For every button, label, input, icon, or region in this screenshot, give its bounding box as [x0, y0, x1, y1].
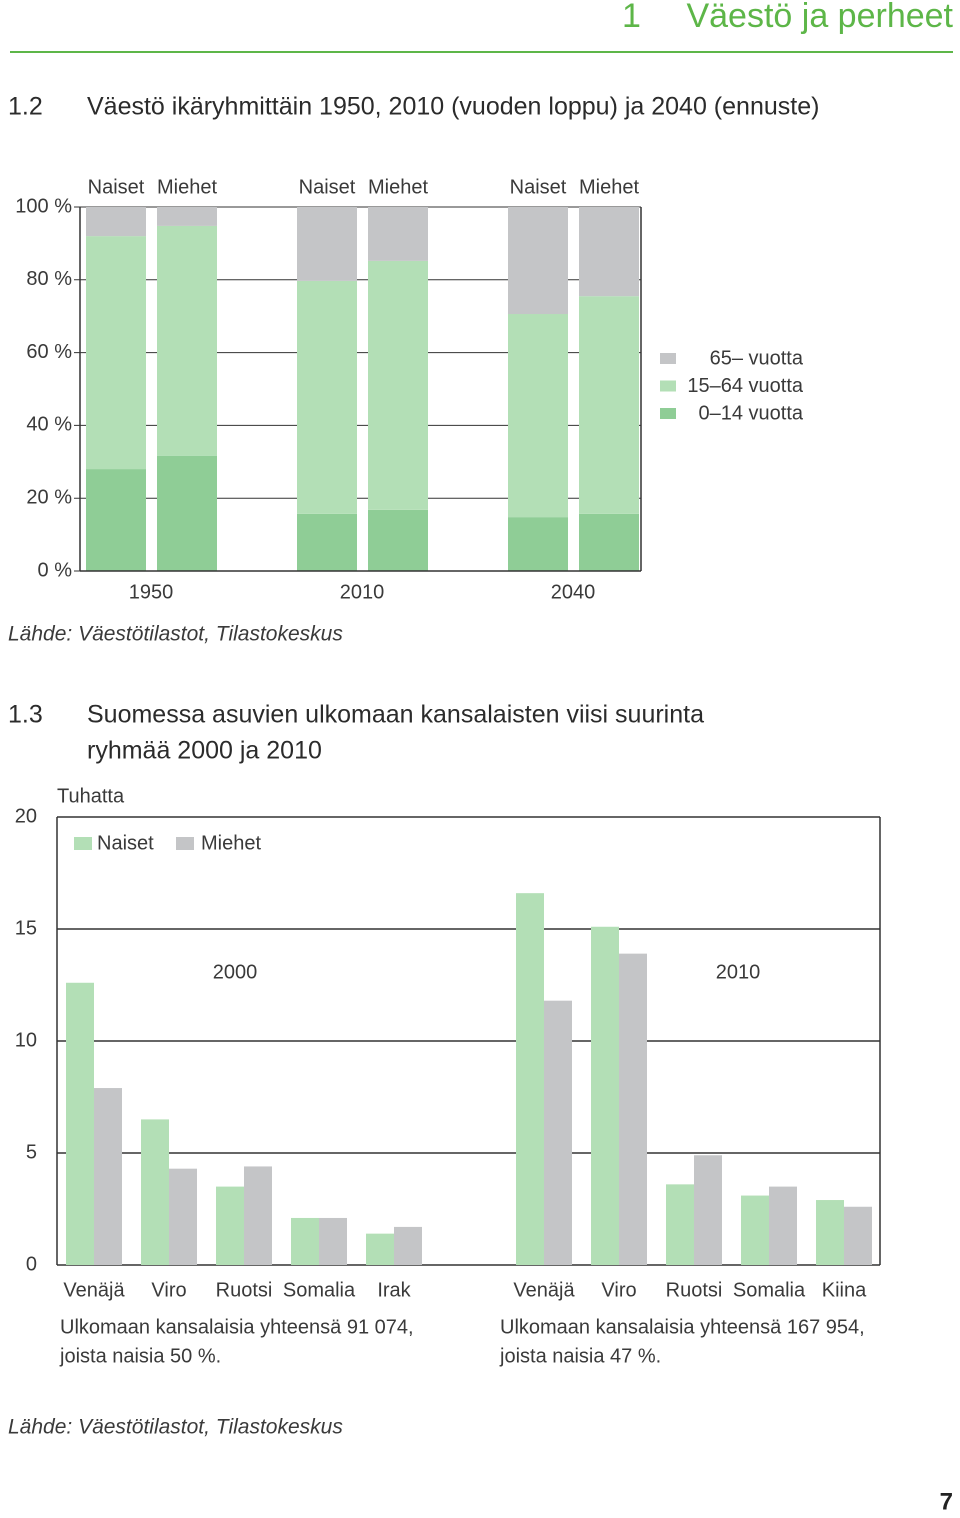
y-tick-label: 100 % [15, 195, 72, 217]
panel-note: joista naisia 47 %. [499, 1345, 661, 1367]
legend-swatch [660, 353, 676, 364]
bar-segment [368, 509, 428, 571]
y-tick-label: 15 [15, 917, 37, 939]
bar-segment [297, 207, 357, 281]
bar [544, 1000, 572, 1265]
bar-segment [508, 314, 568, 518]
chart-number: 1.2 [8, 93, 43, 121]
bar [394, 1226, 422, 1265]
bar [244, 1166, 272, 1265]
chart-title: Suomessa asuvien ulkomaan kansalaisten v… [87, 701, 704, 729]
y-tick-label: 0 % [38, 559, 73, 581]
category-label: Somalia [283, 1279, 356, 1301]
bar [66, 982, 94, 1265]
bar [319, 1217, 347, 1265]
bar-segment [368, 207, 428, 261]
legend-label: Naiset [97, 832, 154, 854]
legend-swatch [660, 408, 676, 419]
category-label: Venäjä [63, 1279, 125, 1301]
bar [666, 1184, 694, 1265]
category-label: Viro [151, 1279, 186, 1301]
category-label: Ruotsi [216, 1279, 273, 1301]
bar-segment [579, 207, 639, 297]
bar [619, 953, 647, 1265]
bar [94, 1088, 122, 1265]
legend-label: Miehet [201, 832, 261, 854]
bar [169, 1168, 197, 1265]
category-label: Naiset [510, 176, 567, 198]
bar [591, 926, 619, 1265]
category-label: Irak [377, 1279, 411, 1301]
bar [816, 1200, 844, 1265]
panel-label: 2010 [716, 961, 761, 983]
category-label: Viro [601, 1279, 636, 1301]
page-number: 7 [940, 1488, 953, 1515]
panel-label: 2000 [213, 961, 258, 983]
y-tick-label: 10 [15, 1029, 37, 1051]
category-label: Miehet [579, 176, 639, 198]
category-label: Naiset [88, 176, 145, 198]
bar-segment [86, 469, 146, 571]
category-label: Miehet [157, 176, 217, 198]
bar-segment [508, 207, 568, 315]
y-axis-label: Tuhatta [57, 785, 125, 807]
y-tick-label: 5 [26, 1141, 37, 1163]
category-label: Naiset [299, 176, 356, 198]
panel-note: Ulkomaan kansalaisia yhteensä 91 074, [60, 1316, 414, 1338]
bar-segment [579, 296, 639, 514]
group-label: 2040 [551, 581, 596, 603]
category-label: Miehet [368, 176, 428, 198]
group-label: 1950 [129, 581, 174, 603]
chapter-number: 1 [622, 0, 641, 35]
y-tick-label: 20 % [26, 486, 72, 508]
y-tick-label: 60 % [26, 341, 72, 363]
legend-label: 65– vuotta [710, 347, 804, 369]
bar-segment [297, 513, 357, 571]
chart-number: 1.3 [8, 701, 43, 729]
panel-note: joista naisia 50 %. [59, 1345, 221, 1367]
bar-segment [579, 513, 639, 571]
bar-segment [86, 236, 146, 470]
bar [769, 1186, 797, 1265]
bar-segment [86, 207, 146, 237]
bar [291, 1217, 319, 1265]
panel-note: Ulkomaan kansalaisia yhteensä 167 954, [500, 1316, 865, 1338]
category-label: Kiina [822, 1279, 867, 1301]
bar-segment [508, 517, 568, 571]
y-tick-label: 20 [15, 805, 37, 827]
legend-label: 15–64 vuotta [687, 375, 804, 397]
source: Lähde: Väestötilastot, Tilastokeskus [8, 1416, 343, 1439]
bar [216, 1186, 244, 1265]
bar-segment [368, 260, 428, 510]
bar [694, 1155, 722, 1265]
legend-label: 0–14 vuotta [698, 402, 803, 424]
chart-title: ryhmää 2000 ja 2010 [87, 737, 322, 765]
legend-swatch [660, 380, 676, 392]
category-label: Venäjä [513, 1279, 575, 1301]
y-tick-label: 40 % [26, 414, 72, 436]
category-label: Somalia [733, 1279, 806, 1301]
bar [741, 1195, 769, 1265]
bar-segment [297, 280, 357, 514]
bar-segment [157, 207, 217, 226]
source: Lähde: Väestötilastot, Tilastokeskus [8, 623, 343, 646]
legend-swatch [176, 837, 194, 850]
chart-title: Väestö ikäryhmittäin 1950, 2010 (vuoden … [87, 93, 819, 121]
bar [366, 1233, 394, 1265]
bar [516, 893, 544, 1265]
legend-swatch [74, 837, 92, 850]
bar [141, 1119, 169, 1265]
category-label: Ruotsi [666, 1279, 723, 1301]
y-tick-label: 0 [26, 1253, 37, 1275]
bar [844, 1206, 872, 1265]
bar-segment [157, 455, 217, 571]
group-label: 2010 [340, 581, 385, 603]
y-tick-label: 80 % [26, 268, 72, 290]
chapter-title: Väestö ja perheet [686, 0, 953, 35]
bar-segment [157, 225, 217, 456]
